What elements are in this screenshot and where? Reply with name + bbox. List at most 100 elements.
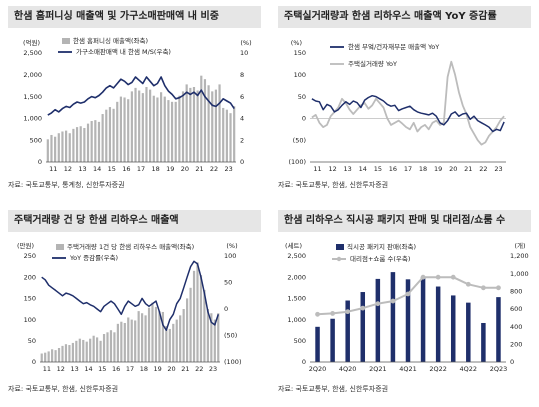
y2-tick-label: 400: [510, 323, 522, 331]
bar-sales-per-transaction: [172, 323, 175, 362]
bar-package-sales: [481, 322, 486, 362]
bar-homefurnishing-sales: [101, 114, 104, 162]
y-tick-label: 0: [302, 358, 306, 366]
y-tick-label: 2,500: [23, 49, 42, 57]
y-tick-label: 0: [302, 115, 306, 123]
legend-label: 대리점+쇼룸 수(우축): [350, 254, 410, 263]
y-tick-label: 2,000: [23, 71, 42, 79]
chart-title: 한샘 리하우스 직시공 패키지 판매 및 대리점/쇼룸 수: [278, 210, 531, 232]
chart-panel-package: 한샘 리하우스 직시공 패키지 판매 및 대리점/쇼룸 수 (세트) (개) 0 50…: [270, 204, 539, 407]
line-housing-transactions-yoy: [311, 60, 505, 146]
store-count-marker: [345, 309, 351, 315]
bar-homefurnishing-sales: [200, 75, 203, 162]
y-tick-label: 1,000: [23, 115, 42, 123]
x-tick-label: 15: [108, 165, 116, 173]
bar-homefurnishing-sales: [178, 95, 181, 162]
bar-package-sales: [450, 295, 456, 362]
bar-sales-per-transaction: [217, 313, 220, 362]
bar-homefurnishing-sales: [79, 126, 82, 162]
x-tick-label: 18: [419, 165, 427, 173]
yoy-chart: (%) (100) (50) 0 50 100 150 11 12 13 14 15 16 17 18 19 2…: [289, 39, 506, 173]
line-yoy-change: [41, 260, 220, 331]
bar-sales-per-transaction: [92, 335, 95, 362]
x-tick-label: 16: [389, 165, 397, 173]
bar-homefurnishing-sales: [159, 92, 163, 162]
bar-homefurnishing-sales: [119, 96, 123, 162]
bar-sales-per-transaction: [186, 298, 189, 362]
y-axis-unit: (%): [291, 39, 302, 47]
y-tick-label: 1,500: [23, 93, 42, 101]
y-tick-label: (50): [293, 136, 306, 144]
bar-sales-per-transaction: [54, 350, 57, 362]
bar-sales-per-transaction: [96, 337, 99, 362]
bar-package-sales: [360, 292, 366, 362]
source-note: 자료: 국토교통부, 한샘, 신한투자증권: [278, 385, 389, 393]
y2-tick-label: 600: [510, 305, 522, 313]
y2-tick-label: (50): [224, 332, 237, 340]
y-tick-label: 1,000: [287, 316, 306, 324]
legend-label: 주택실거래량 YoY: [348, 59, 397, 68]
bar-homefurnishing-sales: [218, 84, 221, 162]
bar-sales-per-transaction: [161, 311, 164, 362]
x-tick-label: 13: [70, 365, 78, 373]
y2-tick-label: 6: [240, 93, 244, 101]
bar-package-sales: [405, 279, 411, 362]
bar-package-sales: [466, 302, 471, 362]
bar-sales-per-transaction: [196, 262, 199, 362]
chart-panel-yoy: 주택실거래량과 한샘 리하우스 매출액 YoY 증감률 (%) (100) (50)…: [270, 0, 539, 203]
x-tick-label: 4Q22: [460, 365, 478, 373]
bar-homefurnishing-sales: [130, 91, 133, 162]
y2-tick-label: 8: [240, 71, 244, 79]
legend-label: 직시공 패키지 판매(좌축): [347, 242, 416, 251]
bar-homefurnishing-sales: [108, 107, 112, 162]
x-tick-label: 15: [98, 365, 106, 373]
line-market-share: [47, 76, 235, 116]
x-tick-label: 17: [126, 365, 134, 373]
legend-swatch: [62, 38, 70, 44]
bar-homefurnishing-sales: [203, 79, 207, 162]
y2-tick-label: 4: [240, 115, 244, 123]
x-tick-label: 21: [181, 365, 189, 373]
bar-homefurnishing-sales: [181, 91, 185, 162]
bar-homefurnishing-sales: [167, 100, 170, 162]
bar-homefurnishing-sales: [75, 127, 79, 162]
bar-homefurnishing-sales: [174, 101, 177, 162]
bar-sales-per-transaction: [213, 319, 216, 362]
bar-homefurnishing-sales: [149, 89, 152, 162]
y-tick-label: 150: [294, 49, 306, 57]
y2-tick-label: 2: [240, 136, 244, 144]
y-tick-label: 500: [294, 337, 306, 345]
bar-sales-per-transaction: [61, 345, 64, 362]
legend-label: YoY 증감률(우축): [69, 253, 118, 262]
bar-sales-per-transaction: [151, 302, 154, 362]
store-count-marker: [480, 285, 486, 291]
bar-sales-per-transaction: [75, 340, 78, 362]
y-axis-unit: (억원): [23, 38, 40, 47]
y-axis-unit: (만원): [17, 241, 34, 250]
package-chart: (세트) (개) 0 500 1,000 1,500 2,000 2,500 0 200 400 60…: [285, 241, 529, 373]
y2-axis-unit: (%): [226, 242, 237, 250]
bar-sales-per-transaction: [113, 332, 116, 362]
bar-homefurnishing-sales: [145, 87, 148, 162]
bar-sales-per-transaction: [134, 320, 137, 362]
bar-sales-per-transaction: [147, 307, 151, 362]
bar-homefurnishing-sales: [127, 99, 130, 162]
x-tick-label: 19: [434, 165, 442, 173]
homefurnishing-chart: (억원) (%) 0 500 1,000 1,500 2,000 2,500 0 2 4 6 8 10 11…: [23, 36, 252, 173]
bar-homefurnishing-sales: [57, 133, 60, 162]
bar-sales-per-transaction: [99, 340, 102, 362]
x-tick-label: 17: [137, 165, 145, 173]
x-tick-label: 23: [225, 165, 233, 173]
legend-label: 한샘 부엌/건자재부문 매출액 YoY: [348, 42, 439, 51]
y2-tick-label: 100: [224, 252, 236, 260]
x-tick-label: 13: [78, 165, 86, 173]
bar-homefurnishing-sales: [214, 89, 218, 162]
y-tick-label: 250: [24, 252, 36, 260]
bar-homefurnishing-sales: [211, 91, 214, 162]
x-tick-label: 21: [464, 165, 472, 173]
y2-tick-label: 10: [240, 49, 248, 57]
y-tick-label: (100): [289, 158, 306, 166]
line-kitchen-materials-yoy: [311, 94, 505, 133]
y2-tick-label: 0: [510, 358, 514, 366]
legend-label: 한샘 홈퍼니싱 매출액(좌축): [73, 36, 148, 45]
